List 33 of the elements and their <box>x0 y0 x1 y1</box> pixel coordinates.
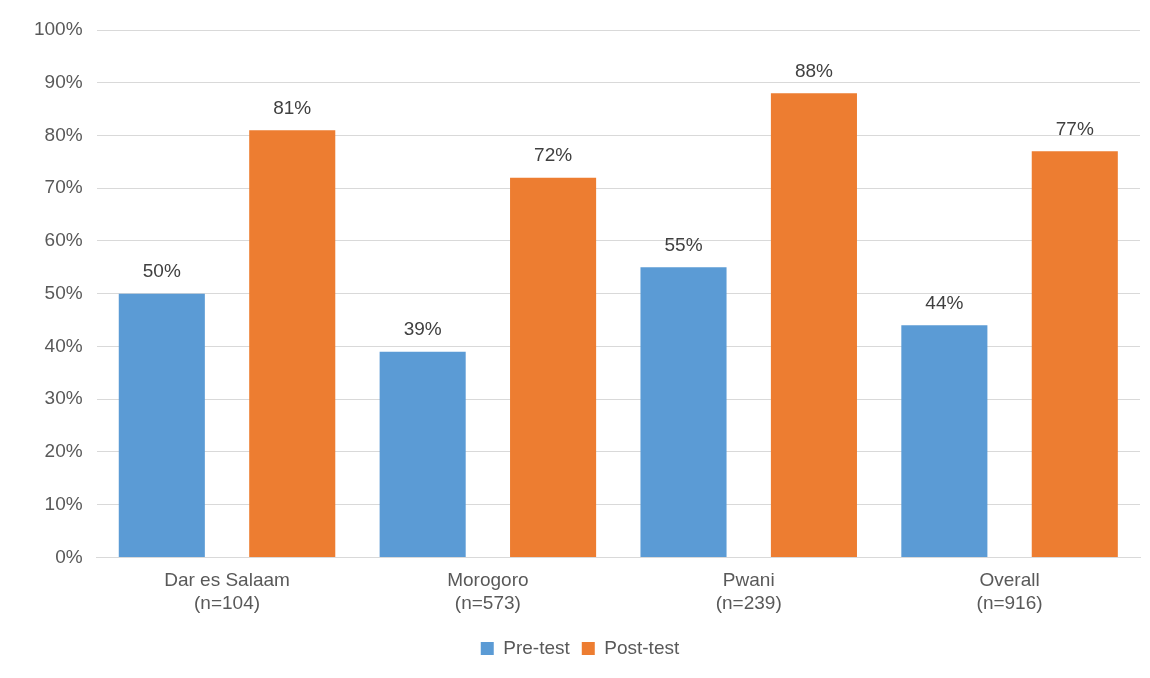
data-label: 77% <box>1055 118 1094 140</box>
data-label: 88% <box>794 60 834 82</box>
y-tick-label: 100% <box>33 18 83 40</box>
bar <box>249 130 336 557</box>
x-tick-label: Pwani (n=239) <box>715 569 782 613</box>
data-label: 50% <box>142 260 181 282</box>
bar <box>901 325 988 557</box>
y-tick-label: 30% <box>44 387 83 409</box>
x-tick-label: Morogoro (n=573) <box>447 569 529 613</box>
bar <box>510 177 597 557</box>
y-tick-label: 20% <box>44 440 83 462</box>
y-tick-label: 50% <box>44 281 83 303</box>
x-tick-label: Dar es Salaam (n=104) <box>164 569 290 613</box>
y-tick-label: 80% <box>44 123 83 145</box>
y-tick-label: 40% <box>44 334 83 356</box>
data-label: 55% <box>664 234 703 256</box>
data-label: 44% <box>925 292 964 314</box>
data-label: 72% <box>534 144 573 166</box>
bar <box>1031 151 1118 557</box>
bar <box>118 293 205 557</box>
y-tick-label: 90% <box>44 70 83 92</box>
x-tick-label: Overall (n=916) <box>976 569 1043 613</box>
legend-label: Post-test <box>604 636 680 658</box>
y-tick-label: 0% <box>55 545 83 567</box>
y-tick-label: 70% <box>44 176 83 198</box>
y-tick-label: 60% <box>44 229 83 251</box>
bar <box>770 93 857 557</box>
legend-label: Pre-test <box>503 636 571 658</box>
bar <box>640 267 727 557</box>
data-label: 81% <box>273 96 312 118</box>
data-label: 39% <box>403 318 442 340</box>
y-tick-label: 10% <box>44 492 83 514</box>
bar <box>379 351 466 557</box>
